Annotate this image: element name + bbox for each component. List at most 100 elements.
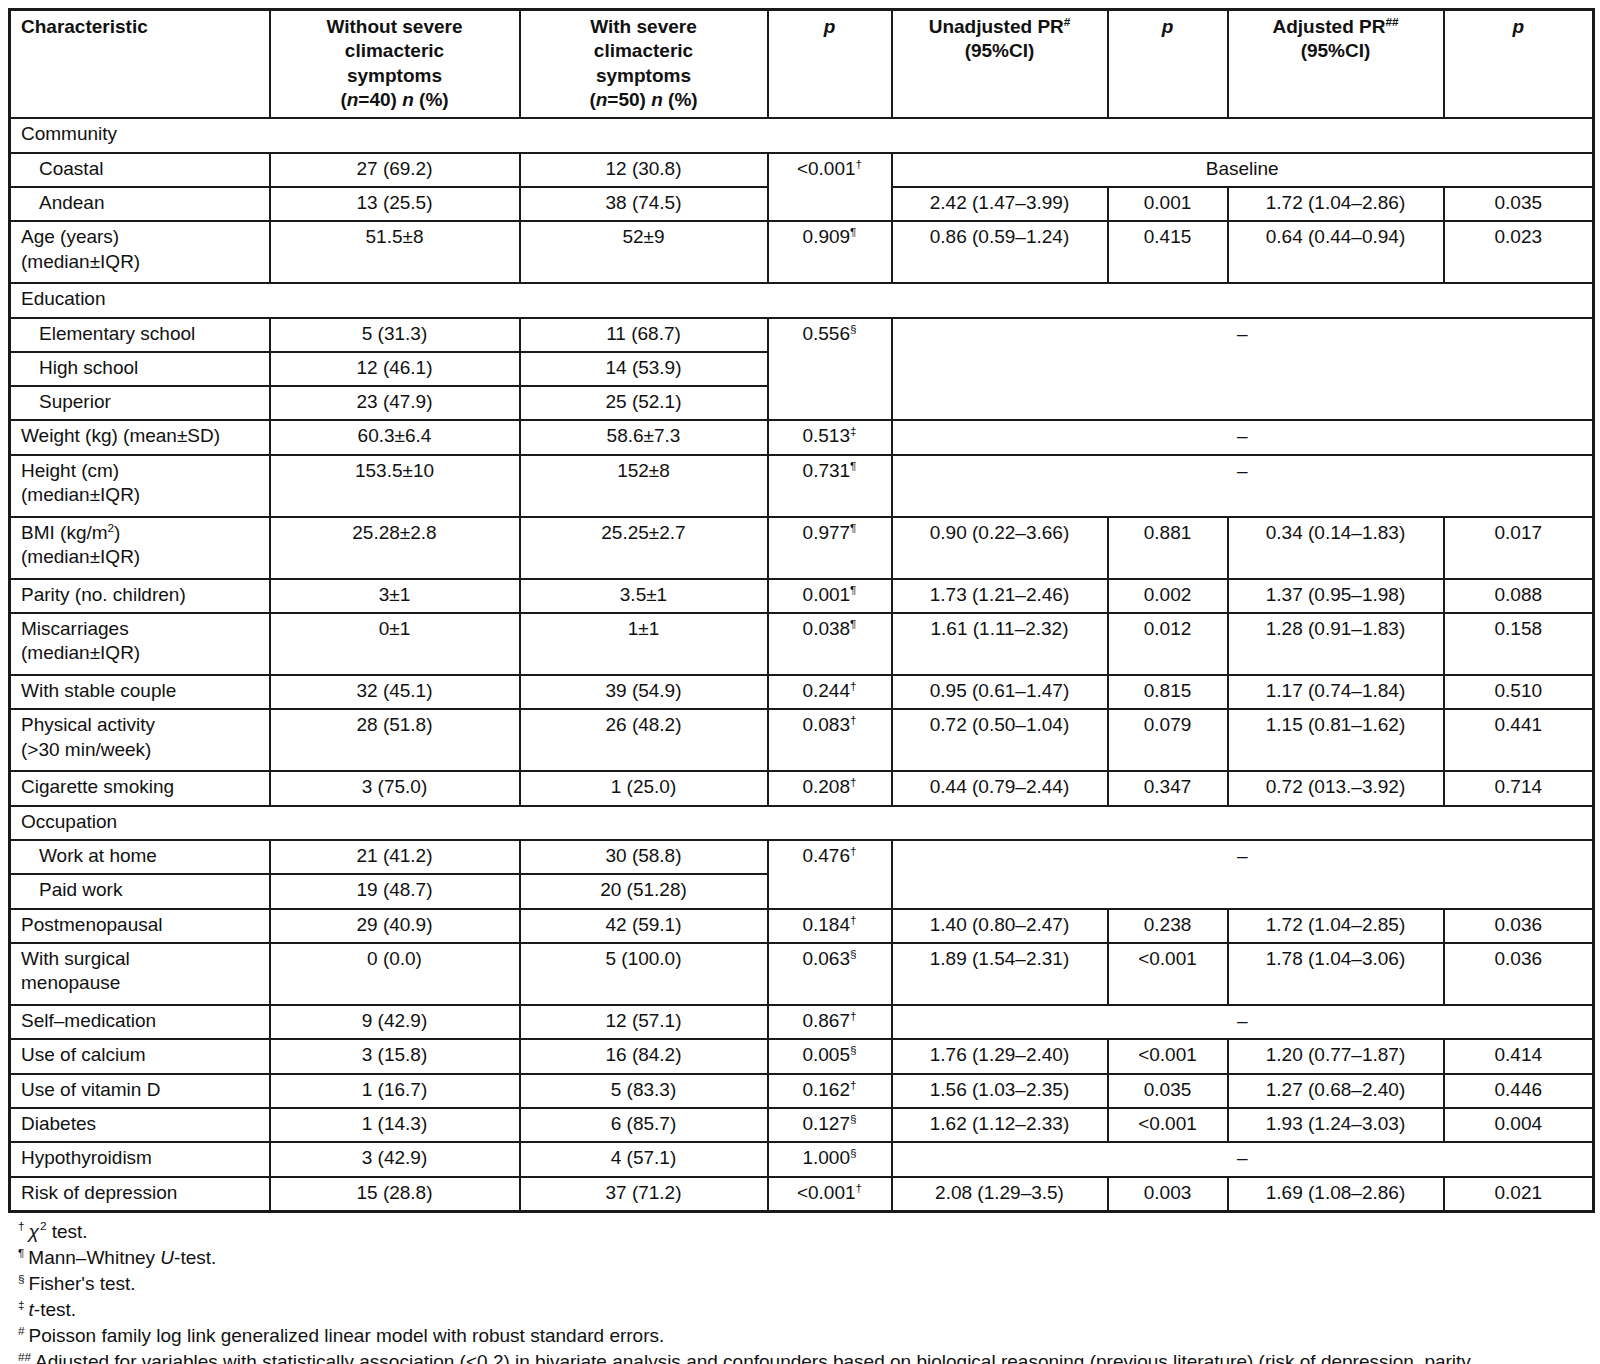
- row-elementary-school: Elementary school 5 (31.3) 11 (68.7) 0.5…: [10, 318, 1594, 352]
- unadjusted-pr-cell: 0.86 (0.59–1.24): [892, 221, 1108, 283]
- header-line: Without severe: [275, 15, 515, 39]
- test-marker: †: [856, 156, 863, 169]
- header-p-bivariate: p: [768, 10, 892, 119]
- p-cell: 0.238: [1108, 909, 1228, 943]
- characteristic-cell: Weight (kg) (mean±SD): [10, 420, 270, 454]
- test-marker: §: [850, 1043, 857, 1056]
- test-marker: †: [850, 1077, 857, 1090]
- characteristic-cell: Paid work: [10, 874, 270, 908]
- p-cell: 0.083†: [768, 709, 892, 771]
- row-surgical-menopause: With surgicalmenopause 0 (0.0) 5 (100.0)…: [10, 943, 1594, 1005]
- p-cell: <0.001: [1108, 1108, 1228, 1142]
- value-cell: 1 (16.7): [270, 1074, 520, 1108]
- unadjusted-pr-cell: 1.61 (1.11–2.32): [892, 613, 1108, 675]
- unadjusted-pr-cell: 2.42 (1.47–3.99): [892, 187, 1108, 221]
- row-self-medication: Self–medication 9 (42.9) 12 (57.1) 0.867…: [10, 1005, 1594, 1039]
- value-cell: 4 (57.1): [520, 1142, 768, 1176]
- p-cell: 0.446: [1444, 1074, 1594, 1108]
- characteristic-cell: Risk of depression: [10, 1177, 270, 1212]
- value-cell: 3 (42.9): [270, 1142, 520, 1176]
- characteristic-cell: With surgicalmenopause: [10, 943, 270, 1005]
- dash-cell: –: [892, 455, 1594, 517]
- value-cell: 39 (54.9): [520, 675, 768, 709]
- footnote-mann-whitney: ¶Mann–Whitney U-test.: [18, 1245, 1582, 1270]
- hash-marker: #: [18, 1324, 25, 1337]
- characteristic-cell: Physical activity(>30 min/week): [10, 709, 270, 771]
- dash-cell: –: [892, 420, 1594, 454]
- value-cell: 1 (25.0): [520, 771, 768, 805]
- adjusted-pr-cell: 1.27 (0.68–2.40): [1228, 1074, 1444, 1108]
- footnote-poisson: #Poisson family log link generalized lin…: [18, 1323, 1582, 1348]
- p-cell: 0.476†: [768, 840, 892, 909]
- row-section-community: Community: [10, 118, 1594, 152]
- unadjusted-pr-cell: 0.90 (0.22–3.66): [892, 517, 1108, 579]
- unadjusted-pr-cell: 1.40 (0.80–2.47): [892, 909, 1108, 943]
- characteristic-cell: Self–medication: [10, 1005, 270, 1039]
- row-diabetes: Diabetes 1 (14.3) 6 (85.7) 0.127§ 1.62 (…: [10, 1108, 1594, 1142]
- value-cell: 32 (45.1): [270, 675, 520, 709]
- header-p-adjusted: p: [1444, 10, 1594, 119]
- value-cell: 15 (28.8): [270, 1177, 520, 1212]
- p-cell: 0.003: [1108, 1177, 1228, 1212]
- characteristic-cell: Postmenopausal: [10, 909, 270, 943]
- adjusted-pr-cell: 1.72 (1.04–2.85): [1228, 909, 1444, 943]
- characteristic-cell: Height (cm)(median±IQR): [10, 455, 270, 517]
- header-p-unadjusted: p: [1108, 10, 1228, 119]
- header-with-severe: With severe climacteric symptoms (n=50) …: [520, 10, 768, 119]
- test-marker: †: [850, 775, 857, 788]
- adjusted-pr-cell: 0.34 (0.14–1.83): [1228, 517, 1444, 579]
- p-cell: 0.162†: [768, 1074, 892, 1108]
- test-marker: ‡: [850, 424, 857, 437]
- header-line: (95%CI): [897, 39, 1103, 63]
- value-cell: 38 (74.5): [520, 187, 768, 221]
- value-cell: 25.28±2.8: [270, 517, 520, 579]
- unadjusted-pr-cell: 0.95 (0.61–1.47): [892, 675, 1108, 709]
- adjusted-pr-cell: 1.17 (0.74–1.84): [1228, 675, 1444, 709]
- value-cell: 9 (42.9): [270, 1005, 520, 1039]
- test-marker: †: [850, 912, 857, 925]
- value-cell: 37 (71.2): [520, 1177, 768, 1212]
- test-marker: §: [850, 1112, 857, 1125]
- row-use-of-calcium: Use of calcium 3 (15.8) 16 (84.2) 0.005§…: [10, 1039, 1594, 1073]
- hash-marker: #: [1064, 15, 1071, 28]
- value-cell: 12 (30.8): [520, 153, 768, 187]
- test-marker: ¶: [850, 617, 856, 630]
- unadjusted-pr-cell: 2.08 (1.29–3.5): [892, 1177, 1108, 1212]
- row-height: Height (cm)(median±IQR) 153.5±10 152±8 0…: [10, 455, 1594, 517]
- dash-cell: –: [892, 840, 1594, 909]
- paper-table-page: Characteristic Without severe climacteri…: [0, 0, 1600, 1364]
- p-cell: 0.002: [1108, 579, 1228, 613]
- value-cell: 1±1: [520, 613, 768, 675]
- characteristic-cell: Hypothyroidism: [10, 1142, 270, 1176]
- section-label: Community: [10, 118, 1594, 152]
- row-stable-couple: With stable couple 32 (45.1) 39 (54.9) 0…: [10, 675, 1594, 709]
- p-cell: 0.909¶: [768, 221, 892, 283]
- adjusted-pr-cell: 1.72 (1.04–2.86): [1228, 187, 1444, 221]
- p-cell: 0.001¶: [768, 579, 892, 613]
- p-cell: 0.415: [1108, 221, 1228, 283]
- p-cell: 0.036: [1444, 943, 1594, 1005]
- value-cell: 152±8: [520, 455, 768, 517]
- value-cell: 3±1: [270, 579, 520, 613]
- test-marker: §: [850, 1146, 857, 1159]
- adjusted-pr-cell: 1.28 (0.91–1.83): [1228, 613, 1444, 675]
- adjusted-pr-cell: 1.20 (0.77–1.87): [1228, 1039, 1444, 1073]
- p-cell: <0.001: [1108, 943, 1228, 1005]
- p-cell: 0.001: [1108, 187, 1228, 221]
- characteristic-cell: Elementary school: [10, 318, 270, 352]
- p-cell: 0.513‡: [768, 420, 892, 454]
- characteristic-cell: Work at home: [10, 840, 270, 874]
- adjusted-pr-cell: 0.72 (013.–3.92): [1228, 771, 1444, 805]
- characteristics-table: Characteristic Without severe climacteri…: [8, 8, 1595, 1213]
- section-label: Occupation: [10, 806, 1594, 840]
- section-marker: §: [18, 1272, 25, 1285]
- characteristic-cell: Coastal: [10, 153, 270, 187]
- p-cell: 0.127§: [768, 1108, 892, 1142]
- test-marker: §: [850, 947, 857, 960]
- characteristic-cell: Cigarette smoking: [10, 771, 270, 805]
- p-cell: 0.731¶: [768, 455, 892, 517]
- adjusted-pr-cell: 1.78 (1.04–3.06): [1228, 943, 1444, 1005]
- row-use-of-vitamin-d: Use of vitamin D 1 (16.7) 5 (83.3) 0.162…: [10, 1074, 1594, 1108]
- unadjusted-pr-cell: 1.76 (1.29–2.40): [892, 1039, 1108, 1073]
- adjusted-pr-cell: 0.64 (0.44–0.94): [1228, 221, 1444, 283]
